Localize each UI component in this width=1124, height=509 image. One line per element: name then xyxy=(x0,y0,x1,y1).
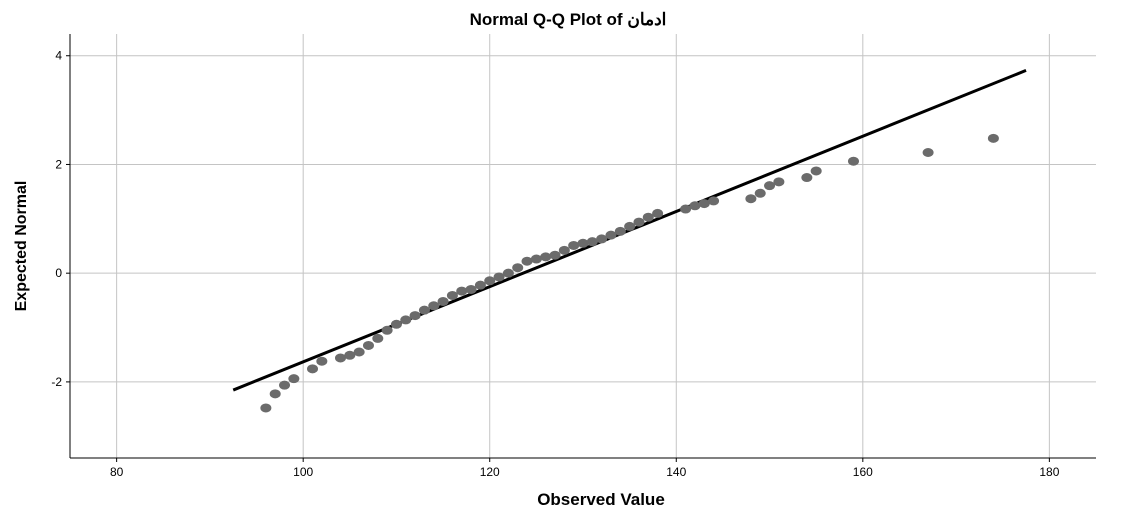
data-point xyxy=(465,284,477,294)
data-point xyxy=(847,156,859,166)
data-point xyxy=(698,199,710,209)
data-point xyxy=(614,226,626,236)
data-point xyxy=(344,350,356,360)
data-point xyxy=(987,133,999,143)
data-point xyxy=(530,254,542,264)
data-point xyxy=(502,268,514,278)
data-point xyxy=(400,315,412,325)
data-point xyxy=(568,240,580,250)
data-point xyxy=(708,196,720,206)
data-point xyxy=(428,301,440,311)
data-point xyxy=(307,364,319,374)
data-point xyxy=(362,340,374,350)
y-tick-label: 2 xyxy=(55,157,62,171)
x-axis-title: Observed Value xyxy=(537,490,665,509)
x-tick-label: 80 xyxy=(110,465,124,479)
y-tick-label: 4 xyxy=(55,49,62,63)
data-point xyxy=(316,356,328,366)
data-point xyxy=(456,286,468,296)
data-point xyxy=(810,166,822,176)
data-point xyxy=(754,188,766,198)
tick-labels: 80 100 120 140 160 180 -2 0 2 4 xyxy=(51,49,1059,479)
axes xyxy=(66,34,1096,462)
data-point xyxy=(605,230,617,240)
data-point xyxy=(288,374,300,384)
data-point xyxy=(642,212,654,222)
x-tick-label: 180 xyxy=(1039,465,1059,479)
data-point xyxy=(624,221,636,231)
data-point xyxy=(745,194,757,204)
x-tick-label: 140 xyxy=(666,465,686,479)
data-point xyxy=(372,333,384,343)
x-tick-label: 100 xyxy=(293,465,313,479)
data-point xyxy=(269,389,281,399)
data-point xyxy=(493,272,505,282)
data-point xyxy=(689,201,701,211)
data-point xyxy=(512,263,524,273)
data-point xyxy=(409,311,421,321)
data-point xyxy=(633,217,645,227)
y-tick-label: 0 xyxy=(55,266,62,280)
data-point xyxy=(596,234,608,244)
data-point xyxy=(558,245,570,255)
data-point xyxy=(577,238,589,248)
data-point xyxy=(260,403,272,413)
data-point xyxy=(773,177,785,187)
data-point xyxy=(549,250,561,260)
data-point xyxy=(437,296,449,306)
data-point xyxy=(652,208,664,218)
x-tick-label: 160 xyxy=(853,465,873,479)
data-point xyxy=(390,319,402,329)
data-point xyxy=(474,280,486,290)
data-point xyxy=(540,252,552,262)
data-point xyxy=(446,290,458,300)
data-point xyxy=(334,353,346,363)
y-tick-label: -2 xyxy=(51,375,62,389)
chart-title: Normal Q-Q Plot of ادمان xyxy=(470,10,667,29)
data-point xyxy=(922,148,934,158)
data-point xyxy=(381,325,393,335)
data-point xyxy=(764,181,776,191)
data-points xyxy=(260,133,999,413)
data-point xyxy=(586,237,598,247)
x-tick-label: 120 xyxy=(480,465,500,479)
data-point xyxy=(680,204,692,214)
data-point xyxy=(353,347,365,357)
grid-lines xyxy=(70,34,1096,458)
data-point xyxy=(418,305,430,315)
data-point xyxy=(279,380,291,390)
data-point xyxy=(521,256,533,266)
data-point xyxy=(801,173,813,183)
y-axis-title: Expected Normal xyxy=(13,181,30,312)
data-point xyxy=(484,276,496,286)
